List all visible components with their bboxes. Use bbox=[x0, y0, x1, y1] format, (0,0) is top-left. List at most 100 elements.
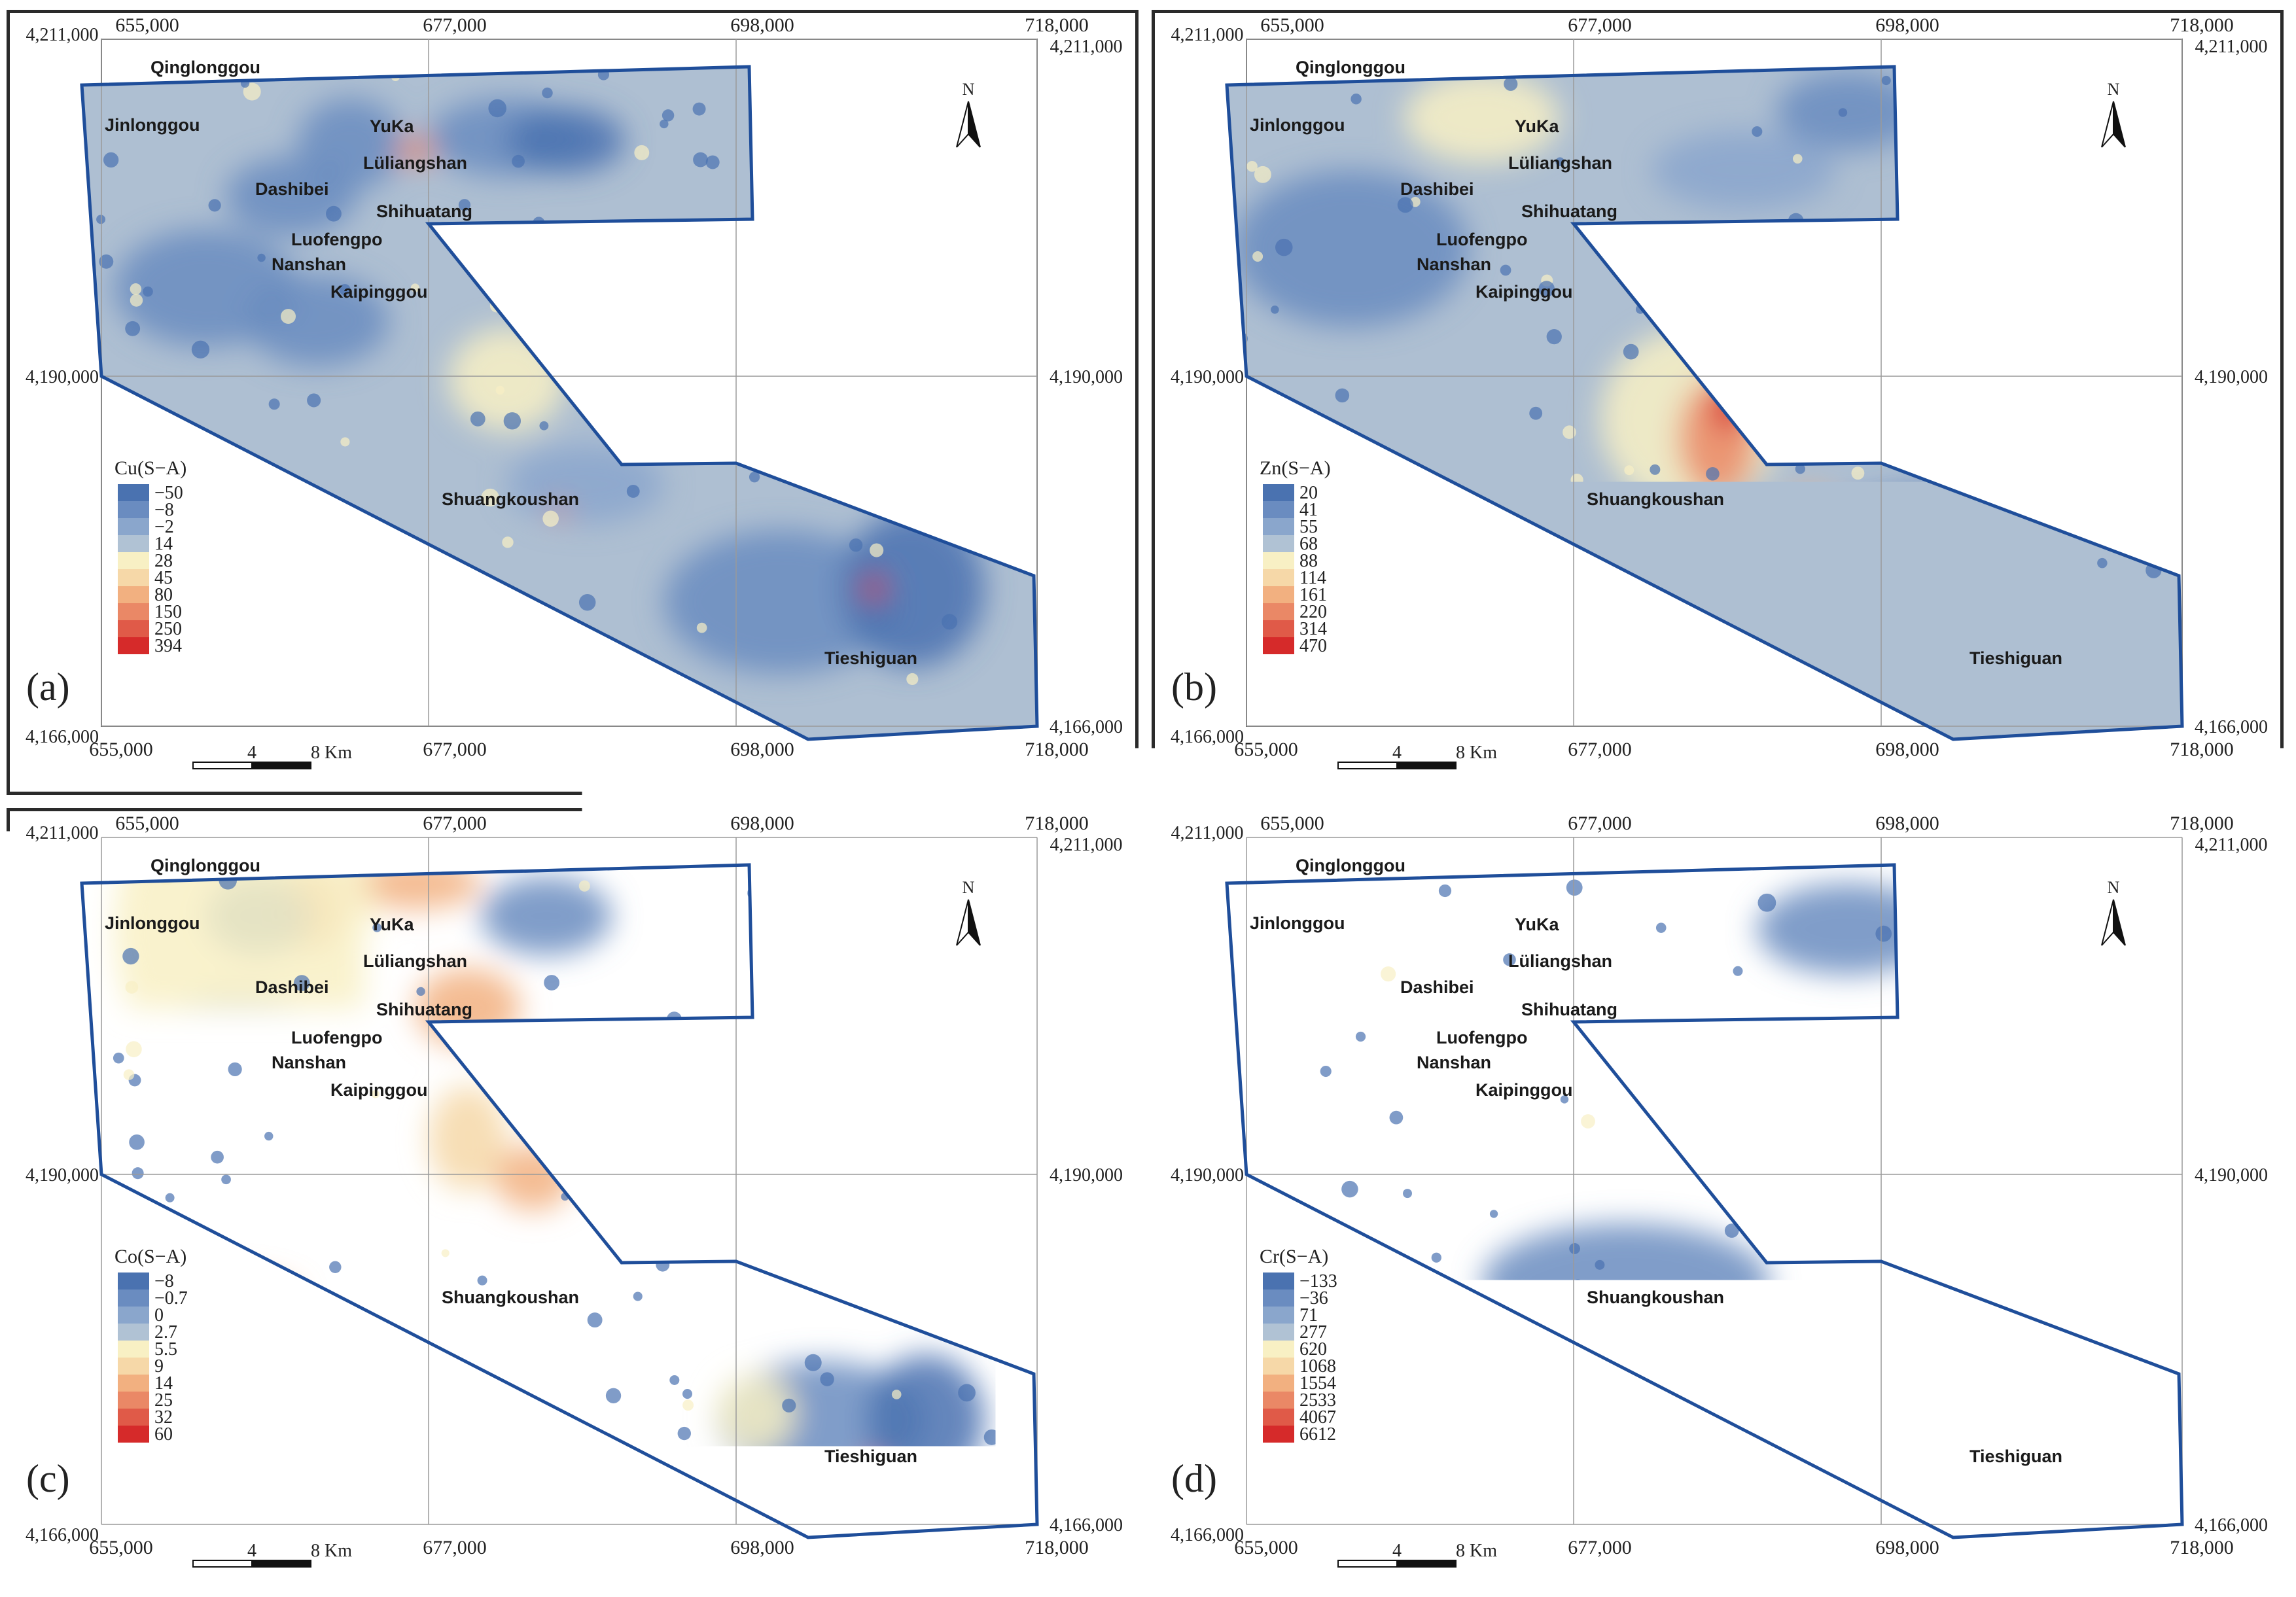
sample-dot bbox=[805, 1354, 822, 1371]
anomaly-patch bbox=[481, 877, 612, 955]
legend-title: Cu(S−A) bbox=[115, 457, 186, 479]
top-easting-label: 677,000 bbox=[1568, 813, 1632, 834]
sample-dot bbox=[1495, 608, 1513, 626]
map-canvas: 655,000 677,000 698,000 718,000655,000 677,0… bbox=[10, 811, 1135, 1583]
sample-dot bbox=[660, 120, 668, 128]
right-northing-label: 4,190,000 bbox=[2195, 367, 2268, 387]
sample-dot bbox=[542, 510, 559, 527]
scale-bar-segment bbox=[193, 762, 252, 769]
sample-dot bbox=[506, 683, 523, 700]
legend-swatch bbox=[118, 1272, 149, 1290]
sample-dot bbox=[1331, 1481, 1341, 1490]
sample-dot bbox=[1727, 1494, 1740, 1508]
top-easting-label: 718,000 bbox=[1025, 14, 1089, 36]
sample-dot bbox=[1649, 656, 1665, 672]
place-label: Shihuatang bbox=[376, 1000, 472, 1019]
anomaly-patch bbox=[245, 1099, 402, 1204]
sample-dot bbox=[240, 697, 253, 710]
sample-dot bbox=[1722, 556, 1737, 571]
sample-dot bbox=[166, 1193, 175, 1202]
anomaly-patch bbox=[507, 108, 625, 173]
sample-dot bbox=[221, 1175, 231, 1185]
sample-dot bbox=[103, 152, 118, 167]
sample-dot bbox=[124, 1069, 135, 1080]
sample-dot bbox=[958, 1384, 976, 1401]
sample-dot bbox=[522, 1435, 531, 1445]
sample-dot bbox=[192, 341, 209, 359]
legend-swatch bbox=[118, 620, 149, 637]
sample-dot bbox=[1638, 979, 1656, 996]
top-easting-label: 655,000 bbox=[1260, 14, 1324, 36]
legend-swatch bbox=[1263, 1409, 1294, 1426]
sample-dot bbox=[1388, 1281, 1405, 1298]
sample-dot bbox=[488, 99, 506, 118]
sample-dot bbox=[706, 155, 720, 169]
sample-dot bbox=[1359, 465, 1371, 477]
place-label: Shuangkoushan bbox=[442, 1288, 579, 1307]
sample-dot bbox=[830, 324, 838, 332]
sample-dot bbox=[1259, 1104, 1275, 1121]
sample-dot bbox=[793, 1149, 804, 1160]
sample-dot bbox=[1500, 265, 1511, 276]
place-label: Qinglonggou bbox=[1296, 58, 1405, 77]
sample-dot bbox=[1405, 1442, 1416, 1453]
bottom-easting-label: 677,000 bbox=[1568, 739, 1632, 760]
sample-dot bbox=[2024, 919, 2035, 930]
sample-dot bbox=[1647, 1407, 1664, 1424]
sample-dot bbox=[228, 1062, 242, 1076]
sample-dot bbox=[103, 1395, 112, 1403]
north-label: N bbox=[963, 80, 975, 99]
map-panel-cu: 655,000 677,000 698,000 718,000 655,000 677,0… bbox=[7, 10, 1139, 795]
sample-dot bbox=[582, 236, 593, 247]
top-easting-label: 677,000 bbox=[423, 14, 487, 36]
sample-dot bbox=[529, 326, 537, 334]
scale-label: 4 bbox=[1392, 1541, 1402, 1561]
sample-dot bbox=[254, 1428, 263, 1437]
sample-dot bbox=[1411, 1297, 1422, 1308]
left-northing-label: 4,190,000 bbox=[1171, 1165, 1244, 1185]
sample-dot bbox=[693, 103, 706, 116]
sample-dot bbox=[1627, 242, 1644, 258]
top-easting-label: 677,000 bbox=[1568, 14, 1632, 36]
left-northing-label: 4,166,000 bbox=[1171, 1525, 1244, 1545]
sample-dot bbox=[113, 1053, 124, 1064]
sample-dot bbox=[334, 864, 345, 875]
sample-dot bbox=[1595, 636, 1603, 644]
place-label: Nanshan bbox=[1417, 1053, 1491, 1072]
sample-dot bbox=[1886, 379, 1904, 396]
sample-dot bbox=[656, 1258, 669, 1272]
sample-dot bbox=[883, 1004, 898, 1019]
place-label: Tieshiguan bbox=[824, 648, 917, 668]
left-northing-label: 4,190,000 bbox=[26, 367, 99, 387]
sample-dot bbox=[130, 283, 142, 295]
legend-swatch bbox=[1263, 1392, 1294, 1409]
place-label: YuKa bbox=[1515, 116, 1560, 136]
legend-swatch bbox=[1263, 1324, 1294, 1341]
right-northing-label: 4,211,000 bbox=[2195, 37, 2268, 57]
top-easting-label: 677,000 bbox=[423, 813, 487, 834]
bottom-easting-label: 698,000 bbox=[730, 739, 794, 760]
bottom-easting-label: 718,000 bbox=[2170, 1537, 2234, 1558]
sample-dot bbox=[1275, 239, 1293, 256]
bottom-easting-label: 677,000 bbox=[423, 1537, 487, 1558]
sample-dot bbox=[669, 296, 680, 307]
map-canvas: 655,000 677,000 698,000 718,000655,000 677,0… bbox=[10, 13, 1135, 792]
right-northing-label: 4,166,000 bbox=[2195, 717, 2268, 737]
sample-dot bbox=[539, 421, 548, 430]
sample-dot bbox=[1908, 1118, 1920, 1131]
anomaly-patch bbox=[1711, 379, 1750, 432]
place-label: Shuangkoushan bbox=[442, 489, 579, 509]
bottom-easting-label: 698,000 bbox=[1875, 739, 1939, 760]
sample-dot bbox=[307, 393, 321, 407]
scale-label: 8 Km bbox=[1456, 1541, 1497, 1561]
sample-dot bbox=[332, 680, 340, 688]
sample-dot bbox=[1979, 1182, 1997, 1199]
sample-dot bbox=[1526, 633, 1536, 644]
sample-dot bbox=[304, 631, 317, 644]
right-northing-label: 4,166,000 bbox=[1050, 1515, 1123, 1536]
sample-dot bbox=[627, 485, 640, 498]
sample-dot bbox=[1400, 504, 1411, 516]
sample-dot bbox=[579, 881, 590, 892]
sample-dot bbox=[1721, 55, 1729, 63]
sample-dot bbox=[1759, 1367, 1772, 1380]
